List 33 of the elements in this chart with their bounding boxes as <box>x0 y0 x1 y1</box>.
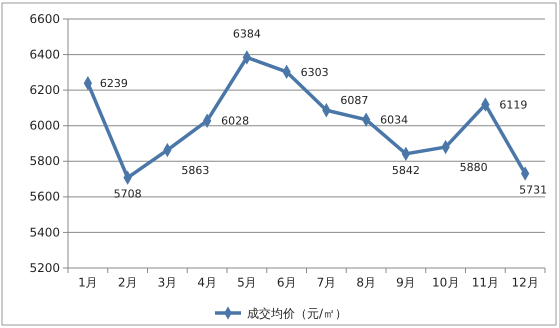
y-tick-label: 5800 <box>29 154 60 168</box>
x-tick-label: 7月 <box>316 276 336 290</box>
y-tick-label: 6000 <box>29 118 60 133</box>
data-label: 6034 <box>380 114 408 127</box>
data-label: 6384 <box>232 27 261 40</box>
x-tick-label: 11月 <box>472 276 500 290</box>
x-tick-label: 4月 <box>197 276 217 290</box>
data-label: 5731 <box>519 184 548 197</box>
data-label: 6028 <box>221 114 250 128</box>
y-tick-label: 6400 <box>29 47 60 62</box>
data-label: 6119 <box>499 98 528 112</box>
x-tick-label: 2月 <box>118 276 138 290</box>
data-label: 5863 <box>181 164 210 178</box>
data-label: 5708 <box>114 188 142 201</box>
x-tick-label: 8月 <box>356 276 376 290</box>
data-label: 6303 <box>300 66 329 79</box>
y-tick-label: 5600 <box>29 190 60 204</box>
data-label: 6087 <box>340 94 368 108</box>
y-tick-label: 6200 <box>29 82 60 97</box>
x-tick-label: 9月 <box>396 276 416 290</box>
x-tick-label: 5月 <box>237 276 257 290</box>
x-tick-label: 1月 <box>78 276 98 290</box>
y-tick-label: 6600 <box>29 12 60 26</box>
x-tick-label: 12月 <box>511 276 539 290</box>
y-tick-label: 5400 <box>29 225 60 240</box>
data-label: 6239 <box>100 77 128 90</box>
y-tick-label: 5200 <box>29 260 60 275</box>
legend-label: 成交均价（元/㎡） <box>247 306 348 320</box>
x-tick-label: 10月 <box>432 276 460 290</box>
data-label: 5880 <box>460 161 488 174</box>
x-tick-label: 3月 <box>158 276 178 290</box>
data-label: 5842 <box>392 164 420 177</box>
x-tick-label: 6月 <box>276 276 296 290</box>
